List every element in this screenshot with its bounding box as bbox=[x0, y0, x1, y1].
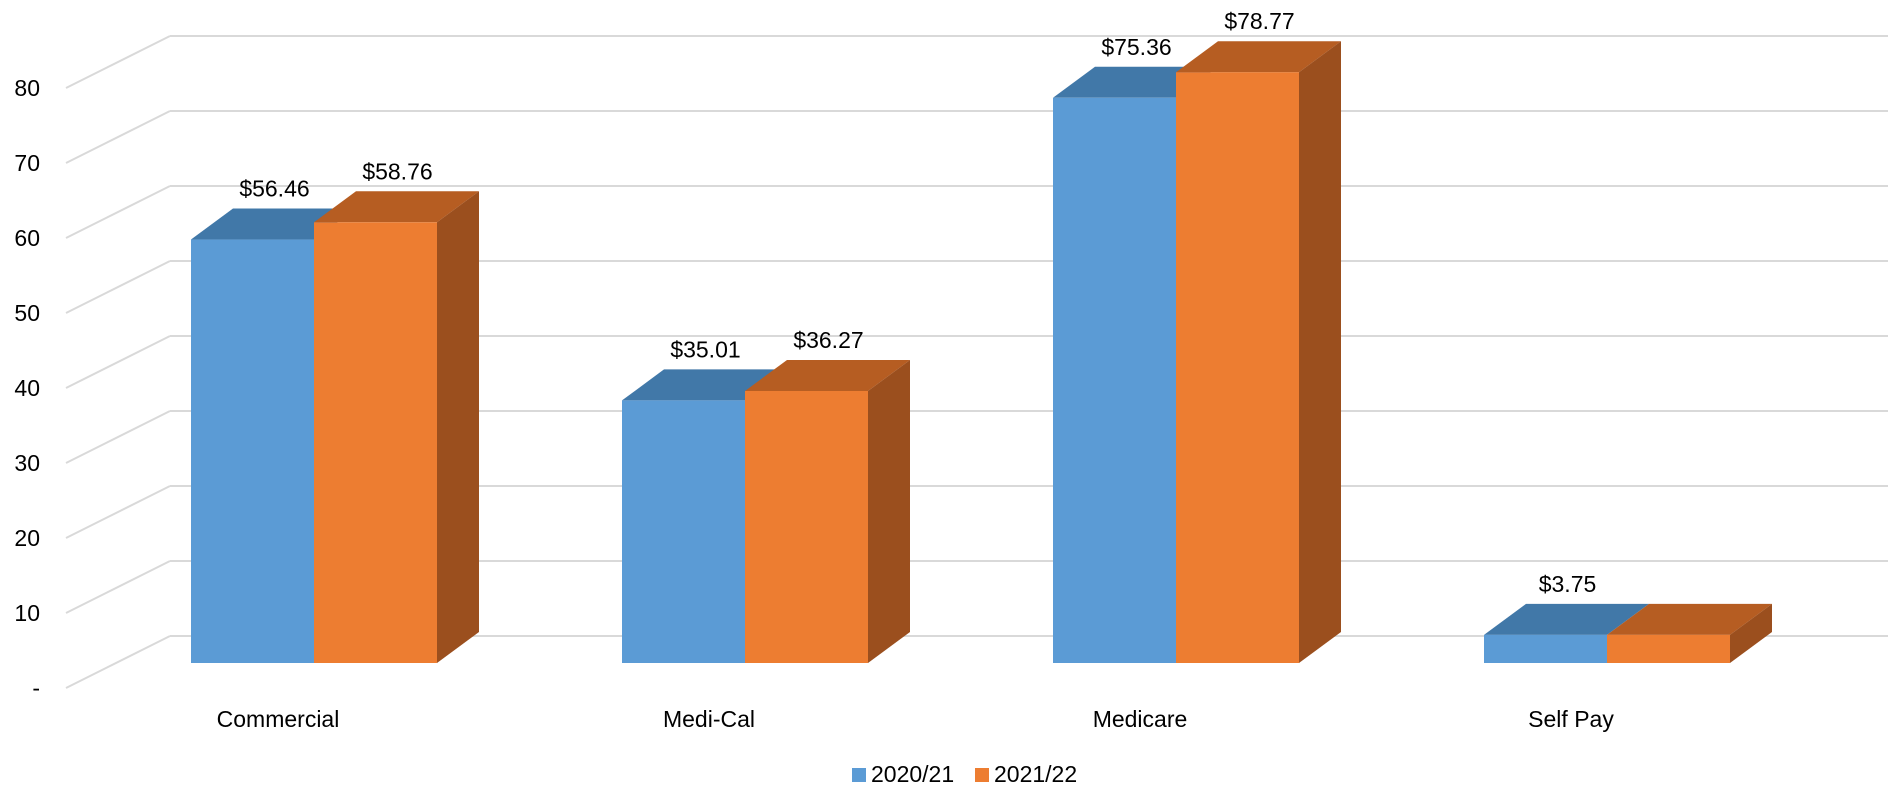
gridline-diagonal bbox=[65, 185, 171, 239]
legend-item: 2020/21 bbox=[852, 761, 954, 785]
bar bbox=[314, 222, 437, 664]
bar-top bbox=[745, 359, 910, 391]
y-tick-label: 60 bbox=[14, 225, 40, 251]
bars bbox=[191, 41, 1772, 664]
x-tick-label: Medi-Cal bbox=[663, 706, 755, 732]
bar bbox=[1607, 634, 1730, 663]
y-tick-label: 50 bbox=[14, 300, 40, 326]
gridline-diagonal bbox=[65, 635, 171, 689]
data-label: $75.36 bbox=[1101, 34, 1171, 60]
gridline-diagonal bbox=[65, 560, 171, 614]
bar bbox=[1053, 97, 1176, 664]
data-label: $56.46 bbox=[239, 176, 309, 202]
data-label: $58.76 bbox=[362, 158, 432, 184]
gridline-diagonal bbox=[65, 335, 171, 389]
y-tick-label: 70 bbox=[14, 150, 40, 176]
bar-side bbox=[1299, 41, 1341, 664]
bar bbox=[1484, 634, 1607, 663]
bar-side bbox=[868, 359, 910, 663]
legend-swatch bbox=[975, 768, 989, 782]
y-tick-label: 20 bbox=[14, 525, 40, 551]
y-axis-tick-labels: - 10 20 30 40 50 60 70 80 bbox=[14, 75, 40, 701]
data-labels: $56.46 $58.76 $35.01 $36.27 $75.36 $78.77 $3.7… bbox=[239, 8, 1596, 597]
legend-label: 2020/21 bbox=[871, 761, 954, 785]
bar bbox=[745, 390, 868, 663]
gridline-diagonal bbox=[65, 410, 171, 464]
x-tick-label: Commercial bbox=[217, 706, 340, 732]
bar bbox=[1176, 72, 1299, 664]
y-tick-label: 80 bbox=[14, 75, 40, 101]
y-tick-label: 30 bbox=[14, 450, 40, 476]
gridline-diagonal bbox=[65, 35, 171, 89]
bar-top bbox=[1176, 41, 1341, 73]
gridline-diagonal bbox=[65, 260, 171, 314]
bar bbox=[191, 239, 314, 664]
y-tick-label: - bbox=[32, 675, 40, 701]
bar-side bbox=[437, 191, 479, 664]
legend: 2020/21 2021/22 bbox=[852, 761, 1077, 785]
x-axis-tick-labels: Commercial Medi-Cal Medicare Self Pay bbox=[217, 706, 1615, 732]
data-label: $36.27 bbox=[793, 327, 863, 353]
legend-label: 2021/22 bbox=[994, 761, 1077, 785]
bar bbox=[622, 400, 745, 663]
data-label: $3.75 bbox=[1539, 571, 1597, 597]
y-tick-label: 10 bbox=[14, 600, 40, 626]
bar-top bbox=[1607, 603, 1772, 635]
bar-side bbox=[1730, 603, 1772, 663]
x-tick-label: Self Pay bbox=[1528, 706, 1614, 732]
x-tick-label: Medicare bbox=[1093, 706, 1188, 732]
gridline-diagonal bbox=[65, 110, 171, 164]
data-label: $35.01 bbox=[670, 336, 740, 362]
gridline-diagonal bbox=[65, 485, 171, 539]
legend-item: 2021/22 bbox=[975, 761, 1077, 785]
legend-swatch bbox=[852, 768, 866, 782]
data-label: $78.77 bbox=[1224, 8, 1294, 34]
y-tick-label: 40 bbox=[14, 375, 40, 401]
bar-top bbox=[314, 191, 479, 223]
bar-top bbox=[1484, 603, 1649, 635]
